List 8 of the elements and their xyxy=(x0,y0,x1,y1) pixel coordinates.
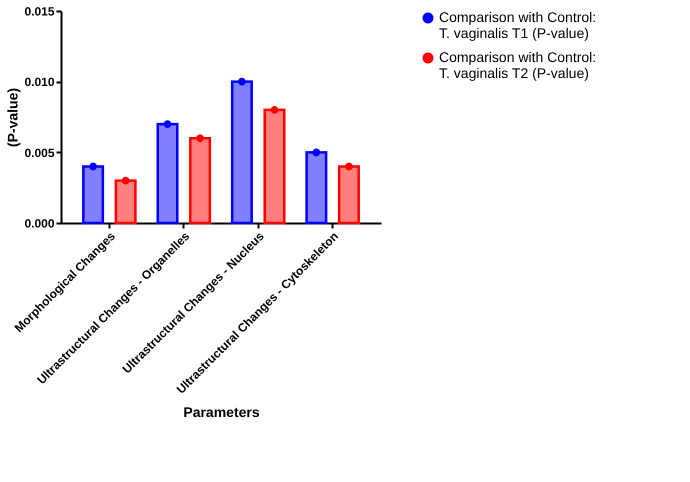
y-tick-label: 0.005 xyxy=(24,146,55,160)
x-axis-title: Parameters xyxy=(183,404,260,420)
legend-label: Comparison with Control: T. vaginalis T2 (P-value) xyxy=(439,49,596,81)
y-axis-title: (P-value) xyxy=(4,88,20,148)
legend-label: Comparison with Control: T. vaginalis T1 (P-value) xyxy=(439,9,596,41)
y-tick-label: 0.010 xyxy=(24,75,55,90)
y-tick-label: 0.015 xyxy=(24,4,55,18)
y-tick-label: 0.000 xyxy=(24,216,55,230)
